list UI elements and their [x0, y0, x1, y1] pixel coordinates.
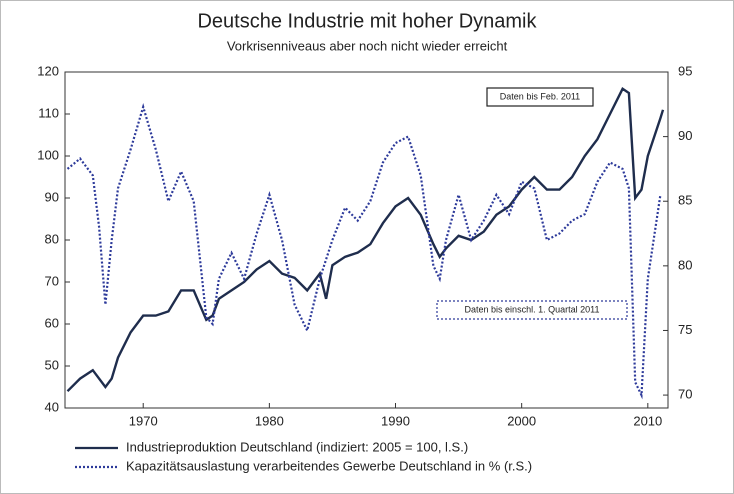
series-line: [66, 103, 662, 400]
chart-subtitle: Vorkrisenniveaus aber noch nicht wieder …: [227, 38, 508, 53]
legend-label: Industrieproduktion Deutschland (indizie…: [126, 439, 468, 454]
y2-tick-label: 95: [678, 63, 692, 78]
x-tick-label: 1970: [129, 413, 158, 428]
x-tick-label: 2010: [633, 413, 662, 428]
y-tick-label: 60: [45, 315, 59, 330]
x-tick-label: 1990: [381, 413, 410, 428]
legend-label: Kapazitätsauslastung verarbeitendes Gewe…: [126, 458, 532, 473]
y2-tick-label: 85: [678, 193, 692, 208]
x-tick-label: 2000: [507, 413, 536, 428]
annotation-box: [486, 87, 594, 107]
annotation: Daten bis Feb. 2011: [500, 91, 580, 101]
y-tick-label: 120: [37, 63, 59, 78]
y-tick-label: 100: [37, 147, 59, 162]
y2-tick-label: 80: [678, 257, 692, 272]
y2-tick-label: 90: [678, 128, 692, 143]
y-tick-label: 40: [45, 399, 59, 414]
y2-tick-label: 70: [678, 387, 692, 402]
y-tick-label: 70: [45, 273, 59, 288]
chart-title: Deutsche Industrie mit hoher Dynamik: [197, 10, 537, 32]
y-tick-label: 50: [45, 357, 59, 372]
series-line: [66, 87, 665, 393]
y-tick-label: 90: [45, 189, 59, 204]
y-tick-label: 110: [38, 105, 59, 120]
annotation: Daten bis einschl. 1. Quartal 2011: [465, 304, 600, 314]
y2-tick-label: 75: [678, 322, 692, 337]
x-tick-label: 1980: [255, 413, 284, 428]
y-tick-label: 80: [45, 231, 59, 246]
